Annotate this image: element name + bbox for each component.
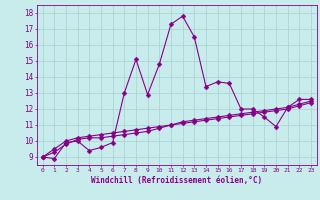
X-axis label: Windchill (Refroidissement éolien,°C): Windchill (Refroidissement éolien,°C) bbox=[91, 176, 262, 185]
